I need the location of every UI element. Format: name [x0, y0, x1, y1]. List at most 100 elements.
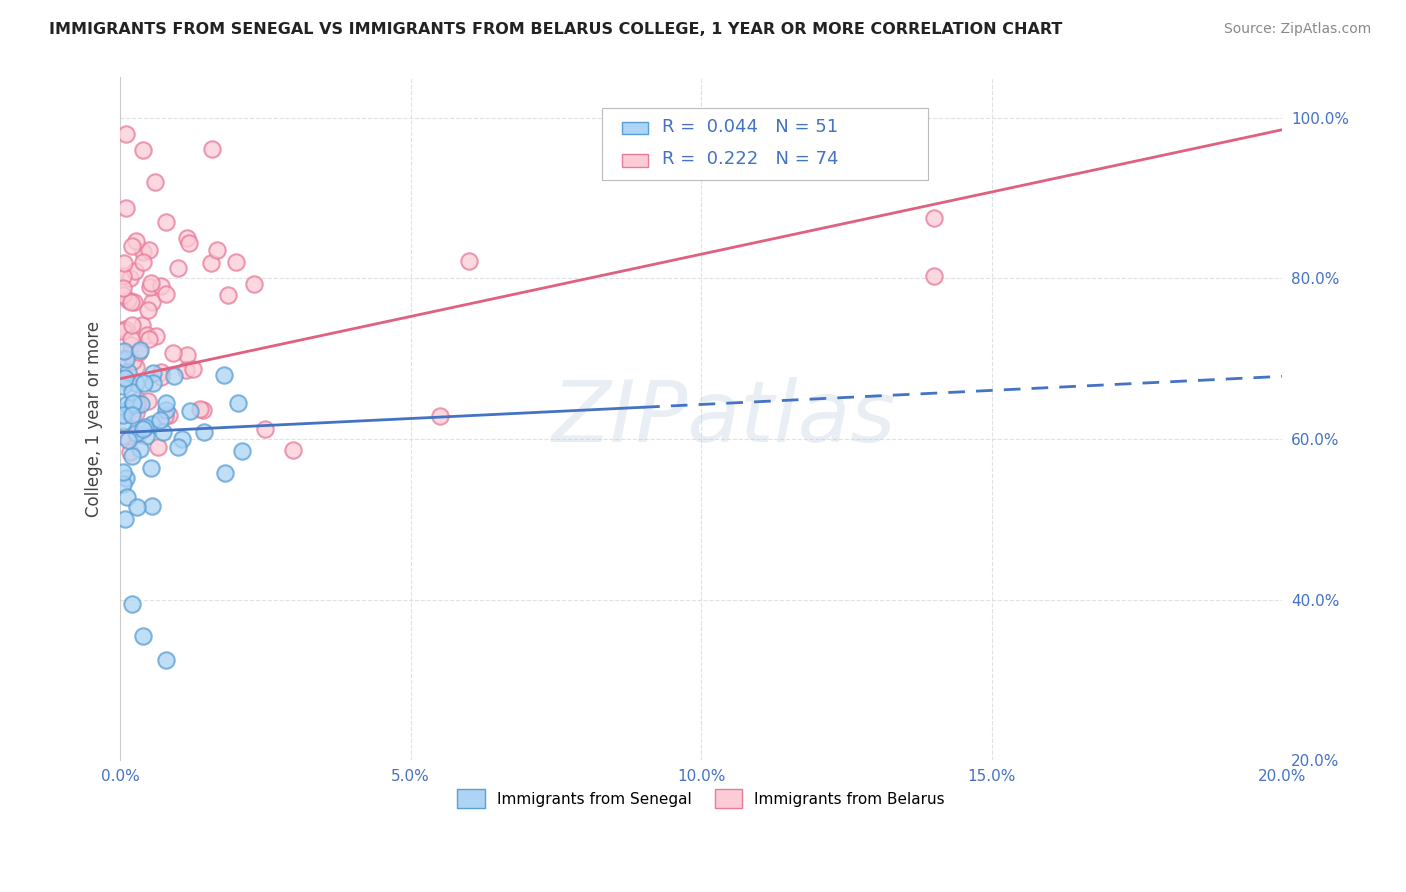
Point [121, 449, 143, 463]
Point [152, 425, 174, 440]
Point [128, 345, 150, 359]
Point [111, 325, 134, 339]
Point [429, 409, 451, 423]
Point [111, 465, 134, 479]
Point [138, 332, 160, 346]
Point [148, 440, 170, 454]
Point [254, 422, 277, 436]
Point [167, 260, 190, 275]
Point [120, 332, 142, 346]
Point [112, 256, 135, 270]
Point [138, 394, 160, 409]
Point [155, 396, 177, 410]
Point [922, 268, 945, 283]
Point [149, 370, 172, 384]
Point [129, 397, 152, 411]
Point [115, 405, 138, 419]
FancyBboxPatch shape [602, 108, 928, 180]
Point [231, 443, 253, 458]
Point [122, 401, 145, 416]
Point [179, 404, 201, 418]
Point [142, 367, 165, 381]
Y-axis label: College, 1 year or more: College, 1 year or more [86, 321, 103, 517]
Point [111, 415, 134, 429]
Point [114, 351, 136, 366]
Point [121, 239, 143, 253]
Bar [623, 154, 648, 167]
Point [127, 500, 149, 514]
Point [120, 271, 142, 285]
Point [193, 403, 215, 417]
Point [174, 363, 197, 377]
Point [120, 338, 142, 352]
Point [176, 348, 198, 362]
Point [922, 211, 945, 225]
Point [457, 254, 479, 268]
Point [155, 653, 177, 667]
Point [115, 403, 138, 417]
Point [155, 402, 177, 417]
Point [124, 360, 146, 375]
Text: IMMIGRANTS FROM SENEGAL VS IMMIGRANTS FROM BELARUS COLLEGE, 1 YEAR OR MORE CORRE: IMMIGRANTS FROM SENEGAL VS IMMIGRANTS FR… [49, 22, 1063, 37]
Point [128, 442, 150, 456]
Point [114, 370, 136, 384]
Point [193, 425, 215, 439]
Point [135, 429, 157, 443]
Point [115, 470, 138, 484]
Text: R =  0.044   N = 51: R = 0.044 N = 51 [662, 118, 838, 136]
Point [125, 425, 148, 440]
Point [132, 143, 155, 157]
Point [111, 288, 134, 302]
Point [157, 409, 180, 423]
Point [125, 376, 148, 390]
Point [111, 408, 134, 422]
Point [111, 477, 134, 491]
Point [114, 512, 136, 526]
Point [145, 328, 167, 343]
Point [125, 428, 148, 442]
Text: R =  0.222   N = 74: R = 0.222 N = 74 [662, 150, 838, 169]
Legend: Immigrants from Senegal, Immigrants from Belarus: Immigrants from Senegal, Immigrants from… [451, 783, 952, 814]
Point [188, 401, 211, 416]
Point [121, 597, 143, 611]
Point [217, 288, 239, 302]
Point [122, 294, 145, 309]
Point [205, 244, 228, 258]
Point [212, 368, 235, 382]
Point [117, 433, 139, 447]
Point [226, 396, 249, 410]
Point [155, 287, 177, 301]
Point [183, 361, 205, 376]
Text: ZIPatlas: ZIPatlas [553, 377, 897, 460]
Point [166, 441, 188, 455]
Point [142, 376, 165, 390]
Text: Source: ZipAtlas.com: Source: ZipAtlas.com [1223, 22, 1371, 37]
Point [115, 397, 138, 411]
Point [127, 397, 149, 411]
Point [132, 629, 155, 643]
Point [112, 429, 135, 443]
Point [136, 328, 159, 343]
Point [132, 255, 155, 269]
Point [149, 365, 172, 379]
Point [121, 398, 143, 412]
Point [141, 460, 163, 475]
Point [176, 231, 198, 245]
Point [132, 376, 155, 390]
Point [281, 442, 304, 457]
Point [141, 499, 163, 513]
Point [162, 346, 184, 360]
Point [242, 277, 264, 291]
Point [121, 408, 143, 422]
Point [138, 243, 160, 257]
Point [138, 279, 160, 293]
Point [121, 318, 143, 332]
Point [120, 445, 142, 459]
Point [141, 277, 163, 291]
Point [131, 244, 153, 259]
Point [114, 201, 136, 215]
Point [200, 256, 222, 270]
Point [115, 127, 138, 141]
Point [136, 303, 159, 318]
Point [141, 295, 163, 310]
